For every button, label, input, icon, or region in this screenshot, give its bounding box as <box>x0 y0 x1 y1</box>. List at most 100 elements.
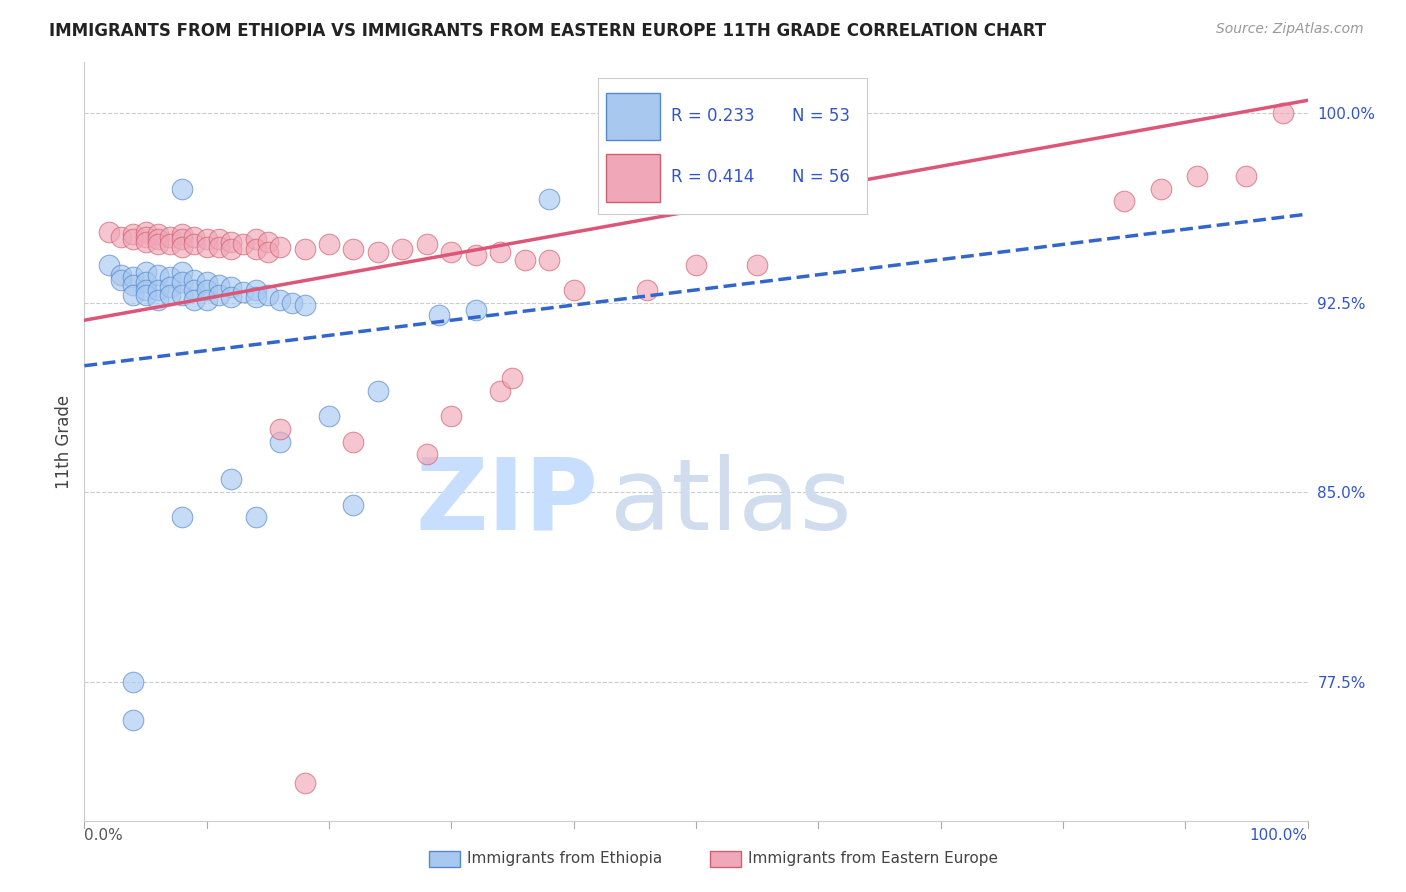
Point <box>159 270 181 285</box>
Point <box>440 245 463 260</box>
Point <box>146 268 169 282</box>
Point <box>122 270 145 285</box>
Point <box>97 225 120 239</box>
Point <box>245 510 267 524</box>
Point <box>342 434 364 449</box>
Point <box>636 192 658 206</box>
Text: atlas: atlas <box>610 454 852 550</box>
Point <box>1114 194 1136 209</box>
Point <box>1150 182 1173 196</box>
Point <box>464 303 486 318</box>
Point <box>172 232 194 246</box>
Point <box>440 409 463 424</box>
Point <box>122 713 145 727</box>
Point <box>135 275 157 289</box>
Point <box>513 252 536 267</box>
Point <box>1187 169 1209 184</box>
Text: IMMIGRANTS FROM ETHIOPIA VS IMMIGRANTS FROM EASTERN EUROPE 11TH GRADE CORRELATIO: IMMIGRANTS FROM ETHIOPIA VS IMMIGRANTS F… <box>49 22 1046 40</box>
Point <box>219 235 242 249</box>
Y-axis label: 11th Grade: 11th Grade <box>55 394 73 489</box>
Point <box>183 293 205 307</box>
Point <box>159 230 181 244</box>
Point <box>219 280 242 294</box>
Point <box>183 237 205 252</box>
Point <box>122 674 145 689</box>
Point <box>538 192 561 206</box>
Text: Immigrants from Ethiopia: Immigrants from Ethiopia <box>467 852 662 866</box>
Text: Immigrants from Eastern Europe: Immigrants from Eastern Europe <box>748 852 998 866</box>
Text: 0.0%: 0.0% <box>84 828 124 843</box>
Point <box>391 243 413 257</box>
Point <box>538 252 561 267</box>
Point <box>146 227 169 242</box>
Point <box>294 298 316 312</box>
Point <box>269 434 291 449</box>
Point <box>208 232 231 246</box>
Point <box>269 422 291 436</box>
Point <box>135 288 157 302</box>
Point <box>159 280 181 294</box>
Point <box>195 283 218 297</box>
Point <box>195 293 218 307</box>
Point <box>416 447 439 461</box>
Point <box>183 230 205 244</box>
Point <box>367 245 389 260</box>
Point <box>502 371 524 385</box>
Point <box>146 283 169 297</box>
Point <box>172 510 194 524</box>
Point <box>195 232 218 246</box>
Point <box>110 273 132 287</box>
Point <box>135 265 157 279</box>
Point <box>146 232 169 246</box>
Point <box>110 230 132 244</box>
Point <box>183 283 205 297</box>
Point <box>1236 169 1258 184</box>
Point <box>135 283 157 297</box>
Point <box>135 230 157 244</box>
Point <box>219 291 242 305</box>
Point <box>245 243 267 257</box>
Point <box>342 243 364 257</box>
Point <box>135 225 157 239</box>
Point <box>281 295 304 310</box>
Point <box>562 283 585 297</box>
Point <box>208 288 231 302</box>
Point <box>195 275 218 289</box>
Point <box>269 240 291 254</box>
Point <box>685 258 707 272</box>
Point <box>257 235 280 249</box>
Point <box>146 237 169 252</box>
Point <box>489 245 512 260</box>
Point <box>427 308 450 322</box>
Point <box>135 235 157 249</box>
Point <box>294 776 316 790</box>
Point <box>599 192 621 206</box>
Point <box>318 237 340 252</box>
Point <box>612 192 634 206</box>
Point <box>172 265 194 279</box>
Point <box>342 498 364 512</box>
Point <box>232 285 254 300</box>
Point <box>122 232 145 246</box>
Point <box>464 247 486 261</box>
Point <box>159 237 181 252</box>
Text: Source: ZipAtlas.com: Source: ZipAtlas.com <box>1216 22 1364 37</box>
Point <box>172 182 194 196</box>
Point <box>636 283 658 297</box>
Point <box>269 293 291 307</box>
Point <box>122 288 145 302</box>
Point <box>1272 106 1295 120</box>
Point <box>172 288 194 302</box>
Point <box>208 240 231 254</box>
Text: 100.0%: 100.0% <box>1250 828 1308 843</box>
Point <box>208 277 231 292</box>
Point <box>245 232 267 246</box>
Point <box>172 240 194 254</box>
Point <box>624 192 647 206</box>
Point <box>122 277 145 292</box>
Point <box>195 240 218 254</box>
Point <box>183 273 205 287</box>
Point <box>219 243 242 257</box>
Point <box>97 258 120 272</box>
Point <box>219 473 242 487</box>
